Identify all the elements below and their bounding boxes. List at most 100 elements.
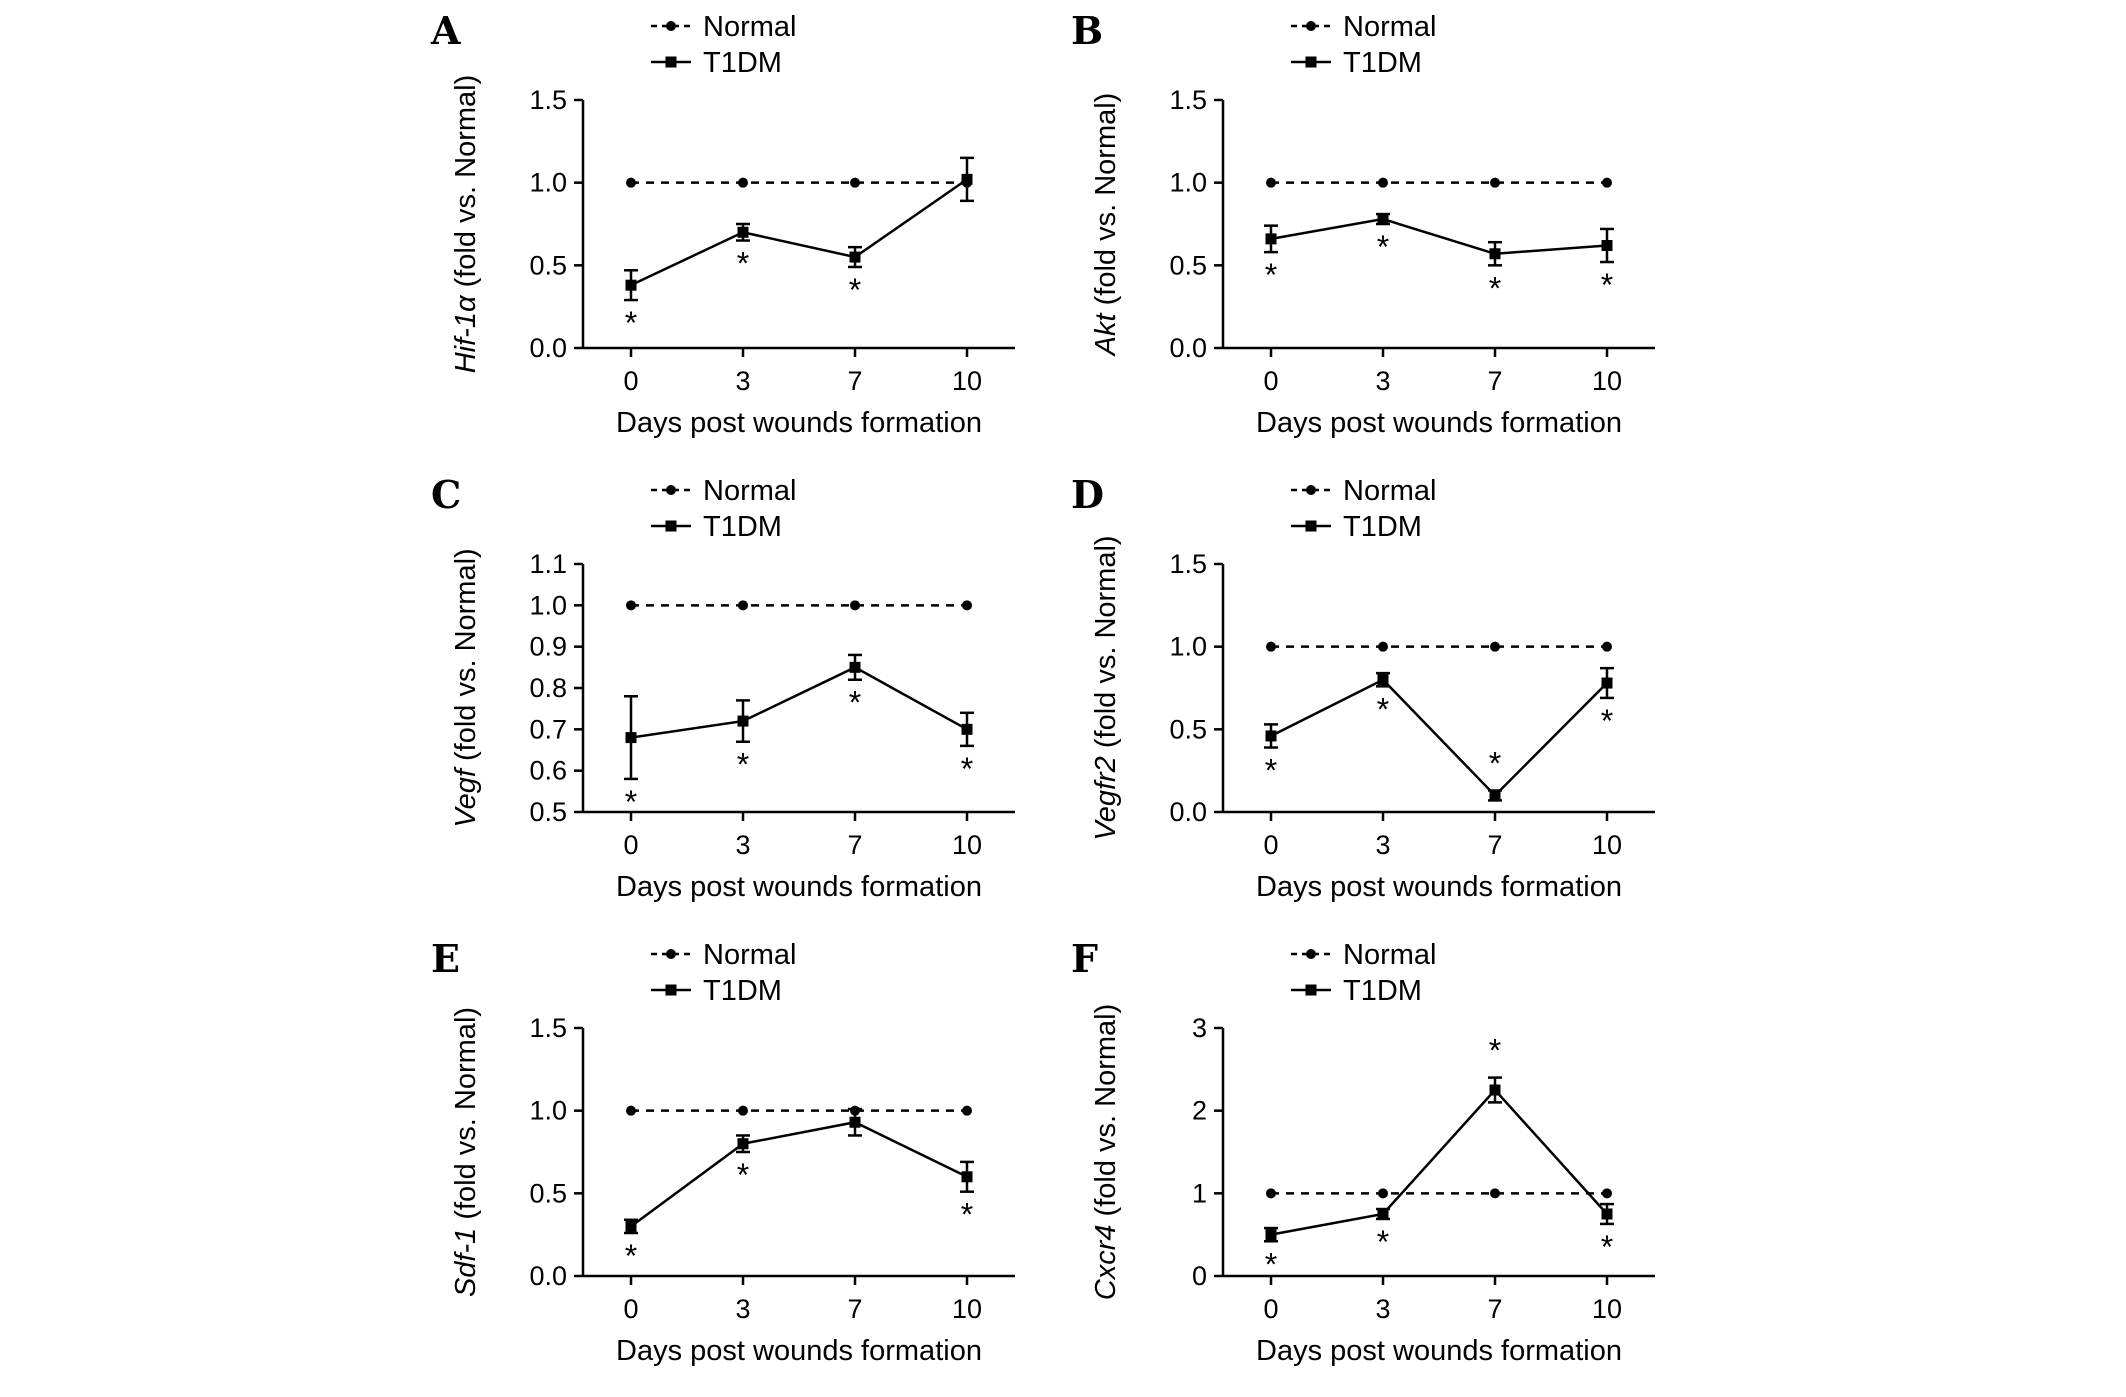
legend-label-t1dm: T1DM bbox=[1343, 511, 1422, 543]
t1dm-point-marker bbox=[737, 1138, 749, 1150]
y-tick-label: 1.5 bbox=[1169, 549, 1207, 579]
y-tick-label: 1 bbox=[1192, 1178, 1207, 1208]
x-tick-label: 3 bbox=[1375, 366, 1390, 396]
legend-square-marker bbox=[1305, 520, 1317, 532]
significance-asterisk: * bbox=[1489, 746, 1501, 782]
x-tick-label: 7 bbox=[1487, 830, 1502, 860]
panel-letter: C bbox=[431, 472, 461, 517]
t1dm-point-marker bbox=[1377, 1208, 1389, 1220]
y-tick-label: 0.8 bbox=[529, 673, 567, 703]
normal-point-marker bbox=[850, 177, 860, 188]
normal-point-marker bbox=[1602, 641, 1612, 652]
legend-label-t1dm: T1DM bbox=[1343, 975, 1422, 1007]
normal-point-marker bbox=[1602, 1188, 1612, 1199]
y-tick-label: 1.0 bbox=[529, 590, 567, 620]
panel-letter: F bbox=[1071, 936, 1098, 981]
legend-label-t1dm: T1DM bbox=[703, 975, 782, 1007]
significance-asterisk: * bbox=[961, 1197, 973, 1233]
normal-point-marker bbox=[1266, 641, 1276, 652]
y-tick-label: 0.7 bbox=[529, 714, 567, 744]
legend-circle-marker bbox=[1306, 21, 1316, 31]
t1dm-point-marker bbox=[849, 661, 861, 673]
normal-point-marker bbox=[626, 177, 636, 188]
x-tick-label: 0 bbox=[1263, 1294, 1278, 1324]
normal-point-marker bbox=[850, 600, 860, 611]
legend-square-marker bbox=[1305, 984, 1317, 996]
x-axis-label: Days post wounds formation bbox=[616, 407, 982, 439]
t1dm-point-marker bbox=[625, 279, 637, 291]
t1dm-point-marker bbox=[1265, 233, 1277, 245]
x-tick-label: 7 bbox=[847, 1294, 862, 1324]
normal-point-marker bbox=[1378, 177, 1388, 188]
significance-asterisk: * bbox=[849, 685, 861, 721]
significance-asterisk: * bbox=[849, 272, 861, 308]
legend-circle-marker bbox=[1306, 485, 1316, 495]
significance-asterisk: * bbox=[737, 747, 749, 783]
x-axis-label: Days post wounds formation bbox=[1256, 407, 1622, 439]
y-axis-label: Vegfr2 (fold vs. Normal) bbox=[1090, 535, 1122, 840]
y-axis-label: Vegf (fold vs. Normal) bbox=[450, 548, 482, 827]
significance-asterisk: * bbox=[625, 784, 637, 820]
t1dm-series-line bbox=[630, 178, 968, 287]
y-tick-label: 1.5 bbox=[529, 85, 567, 115]
t1dm-point-marker bbox=[1377, 674, 1389, 686]
t1dm-point-marker bbox=[961, 1171, 973, 1183]
t1dm-point-marker bbox=[1265, 1229, 1277, 1241]
panel-b: B 0.0 0.5 1.0 1.5 0 3 7 10 Days post wounds forma… bbox=[1063, 0, 1703, 464]
x-tick-label: 3 bbox=[1375, 830, 1390, 860]
panel-a: A 0.0 0.5 1.0 1.5 0 3 7 10 Days post wounds forma… bbox=[423, 0, 1063, 464]
y-axis-label: Akt (fold vs. Normal) bbox=[1090, 93, 1122, 358]
x-tick-label: 10 bbox=[1592, 366, 1622, 396]
x-tick-label: 0 bbox=[623, 830, 638, 860]
legend-circle-marker bbox=[666, 485, 676, 495]
legend-label-normal: Normal bbox=[1343, 475, 1436, 507]
x-tick-label: 10 bbox=[1592, 830, 1622, 860]
panel-f: F 0 1 2 3 0 3 7 10 Days post wounds formation Cxcr… bbox=[1063, 928, 1703, 1392]
x-axis-label: Days post wounds formation bbox=[616, 871, 982, 903]
legend-label-normal: Normal bbox=[703, 11, 796, 43]
t1dm-point-marker bbox=[1601, 1208, 1613, 1220]
t1dm-point-marker bbox=[625, 1220, 637, 1232]
normal-point-marker bbox=[962, 1105, 972, 1116]
legend-square-marker bbox=[665, 56, 677, 68]
normal-point-marker bbox=[626, 600, 636, 611]
significance-asterisk: * bbox=[1265, 257, 1277, 293]
legend-label-normal: Normal bbox=[703, 939, 796, 971]
y-tick-label: 0.0 bbox=[529, 333, 567, 363]
x-axis-label: Days post wounds formation bbox=[616, 1335, 982, 1367]
chart-f-Cxcr4: F 0 1 2 3 0 3 7 10 Days post wounds formation Cxcr… bbox=[1071, 936, 1655, 1367]
panel-e: E 0.0 0.5 1.0 1.5 0 3 7 10 Days post wounds forma… bbox=[423, 928, 1063, 1392]
t1dm-point-marker bbox=[1601, 239, 1613, 251]
t1dm-point-marker bbox=[1489, 248, 1501, 260]
legend-square-marker bbox=[1305, 56, 1317, 68]
x-tick-label: 7 bbox=[847, 366, 862, 396]
y-tick-label: 0.5 bbox=[529, 1178, 567, 1208]
y-tick-label: 0 bbox=[1192, 1261, 1207, 1291]
y-tick-label: 0.6 bbox=[529, 756, 567, 786]
panel-letter: D bbox=[1071, 472, 1104, 517]
y-tick-label: 1.0 bbox=[1169, 632, 1207, 662]
panel-letter: B bbox=[1071, 8, 1103, 53]
significance-asterisk: * bbox=[1377, 1224, 1389, 1260]
t1dm-point-marker bbox=[1601, 677, 1613, 689]
panel-letter: A bbox=[430, 8, 461, 53]
y-axis-label: Sdf-1 (fold vs. Normal) bbox=[450, 1007, 482, 1297]
significance-asterisk: * bbox=[1601, 1229, 1613, 1265]
significance-asterisk: * bbox=[737, 246, 749, 282]
t1dm-point-marker bbox=[961, 173, 973, 185]
normal-point-marker bbox=[1378, 1188, 1388, 1199]
significance-asterisk: * bbox=[625, 305, 637, 341]
legend-label-normal: Normal bbox=[703, 475, 796, 507]
t1dm-point-marker bbox=[737, 715, 749, 727]
y-tick-label: 1.5 bbox=[1169, 85, 1207, 115]
significance-asterisk: * bbox=[737, 1157, 749, 1193]
figure-grid: A 0.0 0.5 1.0 1.5 0 3 7 10 Days post wounds forma… bbox=[423, 0, 1703, 1392]
x-tick-label: 7 bbox=[847, 830, 862, 860]
x-tick-label: 7 bbox=[1487, 366, 1502, 396]
normal-point-marker bbox=[1266, 1188, 1276, 1199]
panel-letter: E bbox=[431, 936, 460, 981]
significance-asterisk: * bbox=[625, 1238, 637, 1274]
normal-point-marker bbox=[1490, 641, 1500, 652]
chart-a-Hif-1α: A 0.0 0.5 1.0 1.5 0 3 7 10 Days post wounds forma… bbox=[430, 8, 1015, 439]
significance-asterisk: * bbox=[1377, 229, 1389, 265]
